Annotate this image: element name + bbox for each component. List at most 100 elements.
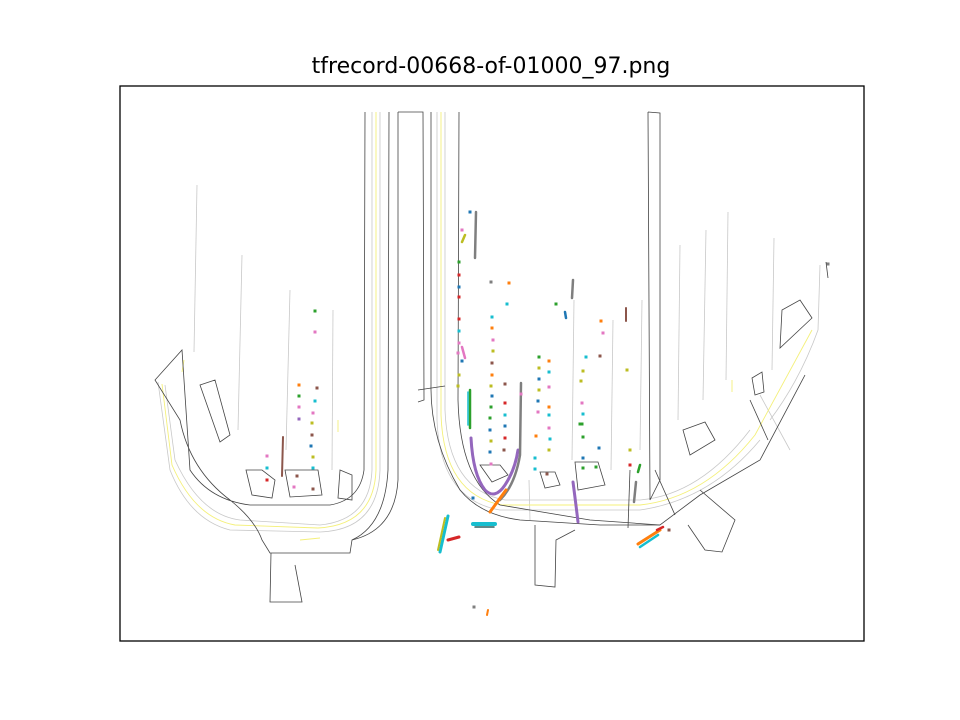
agent-dot [457,329,461,333]
agent-dot [309,444,313,448]
agent-dot [537,377,541,381]
agent-dot [547,413,551,417]
agent-dot [628,463,632,467]
agent-dot [491,349,495,353]
plot-frame [119,85,865,642]
agent-dot [578,422,582,426]
road-edges [154,111,829,603]
agent-dot [581,369,585,373]
agent-dot [457,317,461,321]
agent-dot [488,450,492,454]
agent-dot [601,331,605,335]
trajectory-cyan-2 [438,514,450,554]
agent-dot [471,496,475,500]
agent-dot [667,528,671,532]
agent-dot [547,426,551,430]
trajectory-gray-1 [473,210,478,260]
agent-dot [537,388,541,392]
lane-centerlines [157,112,821,533]
agent-dot [457,260,461,264]
agent-dot [826,262,830,266]
agent-dot [625,368,629,372]
trajectory-red-1 [446,535,461,542]
agent-dot [581,466,585,470]
agent-dot [472,605,476,609]
trajectory-orange-2 [636,528,662,546]
trajectory-brown-2 [281,436,284,477]
agent-dot [489,280,493,284]
agent-dot [505,302,509,306]
agent-dot [457,341,461,345]
agent-dot [457,273,461,277]
agent-dot [265,478,269,482]
trajectory-olive-1 [460,233,467,244]
agent-dot [491,338,495,342]
agent-dot [457,295,461,299]
trajectory-gray-2 [570,278,575,300]
agent-dot [297,394,301,398]
agent-dot [292,485,296,489]
agent-dot [310,421,314,425]
agent-dot [489,439,493,443]
figure-title: tfrecord-00668-of-01000_97.png [312,54,671,79]
agent-dot [533,456,537,460]
agent-dot [488,416,492,420]
trajectory-blue-1 [563,310,568,320]
yellow-lane-lines [161,112,813,541]
agent-dot [597,446,601,450]
agent-dot [313,309,317,313]
agent-dot [581,412,585,416]
agent-dot [507,281,511,285]
agent-dot [503,424,507,428]
agent-dot [628,448,632,452]
agent-dot [297,405,301,409]
agent-dot [313,399,317,403]
trajectory-orange-1 [488,488,508,514]
agent-dot [547,370,551,374]
agent-dot [457,373,461,377]
agent-dot [581,435,585,439]
agent-dot [295,474,299,478]
agent-dot [580,401,584,405]
agent-dot [548,437,552,441]
agent-dot [536,410,540,414]
agent-dot [297,417,301,421]
trajectory-gray-3 [498,381,523,502]
agent-dot [547,385,551,389]
trajectory-olive-2 [437,517,446,551]
agent-dot [490,315,494,319]
agent-dot [460,359,464,363]
agent-dot [490,326,494,330]
agent-dot [594,465,598,469]
agent-dot [537,355,541,359]
agent-dot [503,436,507,440]
agent-dot [311,411,315,415]
agent-dot [579,379,583,383]
agent-dot [488,428,492,432]
agent-trajectories [281,210,665,616]
trajectory-gray-4 [632,480,638,504]
agent-dot [537,366,541,370]
agent-dot [311,455,315,459]
agent-dot [489,384,493,388]
agent-dot [581,456,585,460]
agent-dot [580,422,584,426]
agent-dot [545,472,549,476]
agent-dot [547,448,551,452]
plot-area [154,111,830,616]
agent-dot [490,394,494,398]
trajectory-purple-1 [469,436,520,496]
agent-dot [533,467,537,471]
trajectory-red-2 [655,525,665,532]
trajectory-pink-1 [460,345,467,360]
agent-dot [534,434,538,438]
agent-dot [297,383,301,387]
agent-positions [265,210,830,609]
agent-dot [313,330,317,334]
agent-dot [599,319,603,323]
agent-dot [311,466,315,470]
agent-dot [315,386,319,390]
agent-dot [547,359,551,363]
agent-dot [265,466,269,470]
